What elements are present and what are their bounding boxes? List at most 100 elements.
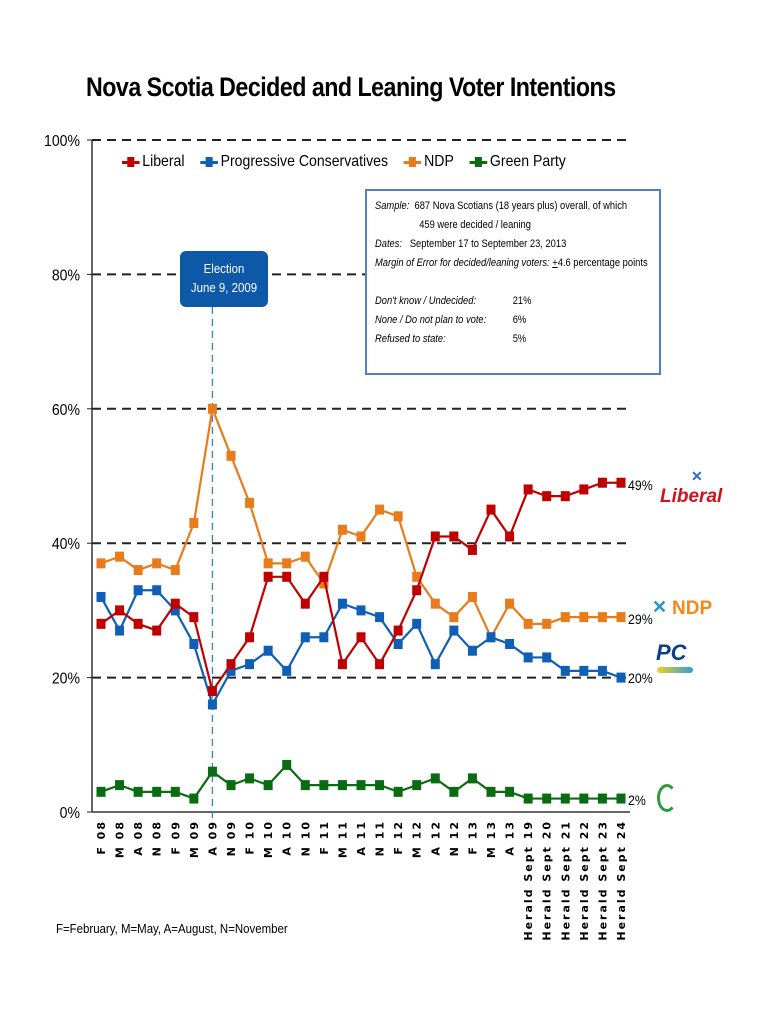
- x-tick-label: F 13: [466, 820, 479, 855]
- data-point: [263, 571, 273, 582]
- data-point: [189, 518, 199, 529]
- y-tick-label: 100%: [44, 132, 80, 150]
- data-point: [393, 625, 403, 636]
- data-point: [115, 625, 125, 636]
- legend-swatch-ndp: [403, 156, 422, 168]
- data-point: [133, 585, 143, 596]
- data-point: [523, 652, 533, 663]
- data-point: [300, 780, 310, 791]
- x-tick-label: Herald Sept 23: [596, 820, 609, 941]
- data-point: [300, 598, 310, 609]
- legend-item-pc: Progressive Conservatives: [200, 153, 388, 171]
- data-point: [430, 773, 440, 784]
- data-point: [560, 612, 570, 623]
- legend: Liberal Progressive Conservatives NDP Gr…: [122, 153, 566, 171]
- data-point: [133, 565, 143, 576]
- y-tick-label: 20%: [52, 670, 80, 688]
- data-point: [542, 491, 552, 502]
- x-tick-label: F 09: [169, 820, 182, 855]
- green-party-logo-icon: [657, 784, 677, 812]
- data-point: [393, 639, 403, 649]
- legend-label: Green Party: [489, 153, 566, 170]
- data-point: [152, 558, 162, 569]
- y-tick-label: 60%: [52, 401, 80, 419]
- x-tick-label: N 11: [374, 820, 387, 856]
- data-point: [245, 632, 255, 643]
- pc-logo: PC: [656, 640, 687, 665]
- legend-label: Progressive Conservatives: [220, 153, 389, 170]
- x-tick-label: Herald Sept 20: [541, 820, 554, 941]
- x-tick-label: M 09: [188, 820, 201, 858]
- data-point: [467, 591, 477, 602]
- data-point: [319, 632, 329, 643]
- data-point: [616, 793, 626, 804]
- dates-label: Dates:: [375, 238, 403, 250]
- data-point: [449, 612, 459, 623]
- data-point: [375, 780, 385, 791]
- ndp-logo-icon: ✕: [652, 597, 668, 617]
- data-point: [245, 773, 255, 784]
- data-point: [189, 639, 199, 649]
- data-point: [486, 786, 496, 797]
- data-point: [505, 639, 515, 649]
- data-point: [430, 531, 440, 542]
- data-point: [393, 786, 403, 797]
- dates-text: September 17 to September 23, 2013: [409, 238, 567, 250]
- stat-label: Refused to state:: [375, 333, 446, 345]
- data-point: [375, 659, 385, 670]
- data-point: [616, 477, 626, 488]
- y-tick-label: 0%: [60, 804, 80, 822]
- data-point: [226, 659, 236, 670]
- data-point: [449, 786, 459, 797]
- methodology-box: Sample: 687 Nova Scotians (18 years plus…: [365, 189, 661, 375]
- data-point: [96, 618, 106, 629]
- data-point: [207, 766, 217, 777]
- data-point: [597, 612, 607, 623]
- data-point: [449, 531, 459, 542]
- data-point: [616, 612, 626, 623]
- x-tick-label: M 13: [485, 820, 498, 858]
- data-point: [263, 780, 273, 791]
- y-tick-label: 40%: [52, 535, 80, 553]
- x-tick-label: A 11: [355, 820, 368, 856]
- election-annotation: Election June 9, 2009: [180, 251, 268, 307]
- data-point: [189, 793, 199, 804]
- data-point: [412, 780, 422, 791]
- data-point: [282, 558, 292, 569]
- data-point: [245, 659, 255, 670]
- data-point: [597, 477, 607, 488]
- x-tick-label: A 09: [206, 820, 219, 856]
- stat-label: Don't know / Undecided:: [375, 295, 477, 307]
- election-date: June 9, 2009: [190, 280, 258, 295]
- x-tick-label: Herald Sept 22: [578, 820, 591, 941]
- data-point: [263, 645, 273, 656]
- x-tick-label: N 10: [299, 820, 312, 856]
- end-label-ndp: 29%: [628, 611, 653, 627]
- x-tick-label: N 09: [225, 820, 238, 856]
- series-liberal: [96, 477, 626, 697]
- data-point: [449, 625, 459, 636]
- data-point: [96, 786, 106, 797]
- stat-value: 6%: [512, 314, 527, 326]
- data-point: [115, 551, 125, 562]
- end-label-pc: 20%: [628, 670, 653, 686]
- data-point: [579, 612, 589, 623]
- data-point: [597, 793, 607, 804]
- chart-title: Nova Scotia Decided and Leaning Voter In…: [86, 72, 616, 102]
- data-point: [337, 659, 347, 670]
- data-point: [560, 793, 570, 804]
- data-point: [226, 780, 236, 791]
- data-point: [579, 665, 589, 676]
- legend-swatch-pc: [200, 156, 218, 168]
- data-point: [189, 612, 199, 623]
- data-point: [486, 504, 496, 515]
- x-tick-label: N 08: [151, 820, 164, 856]
- sample-label: Sample:: [375, 200, 410, 212]
- x-tick-label: A 13: [504, 820, 517, 856]
- undecided-row: Don't know / Undecided: 21%: [375, 292, 616, 311]
- axes: [91, 140, 630, 813]
- y-axis-ticks: 0% 20% 40% 60% 80% 100%: [44, 132, 92, 822]
- data-point: [412, 585, 422, 596]
- data-point: [542, 618, 552, 629]
- data-point: [430, 659, 440, 670]
